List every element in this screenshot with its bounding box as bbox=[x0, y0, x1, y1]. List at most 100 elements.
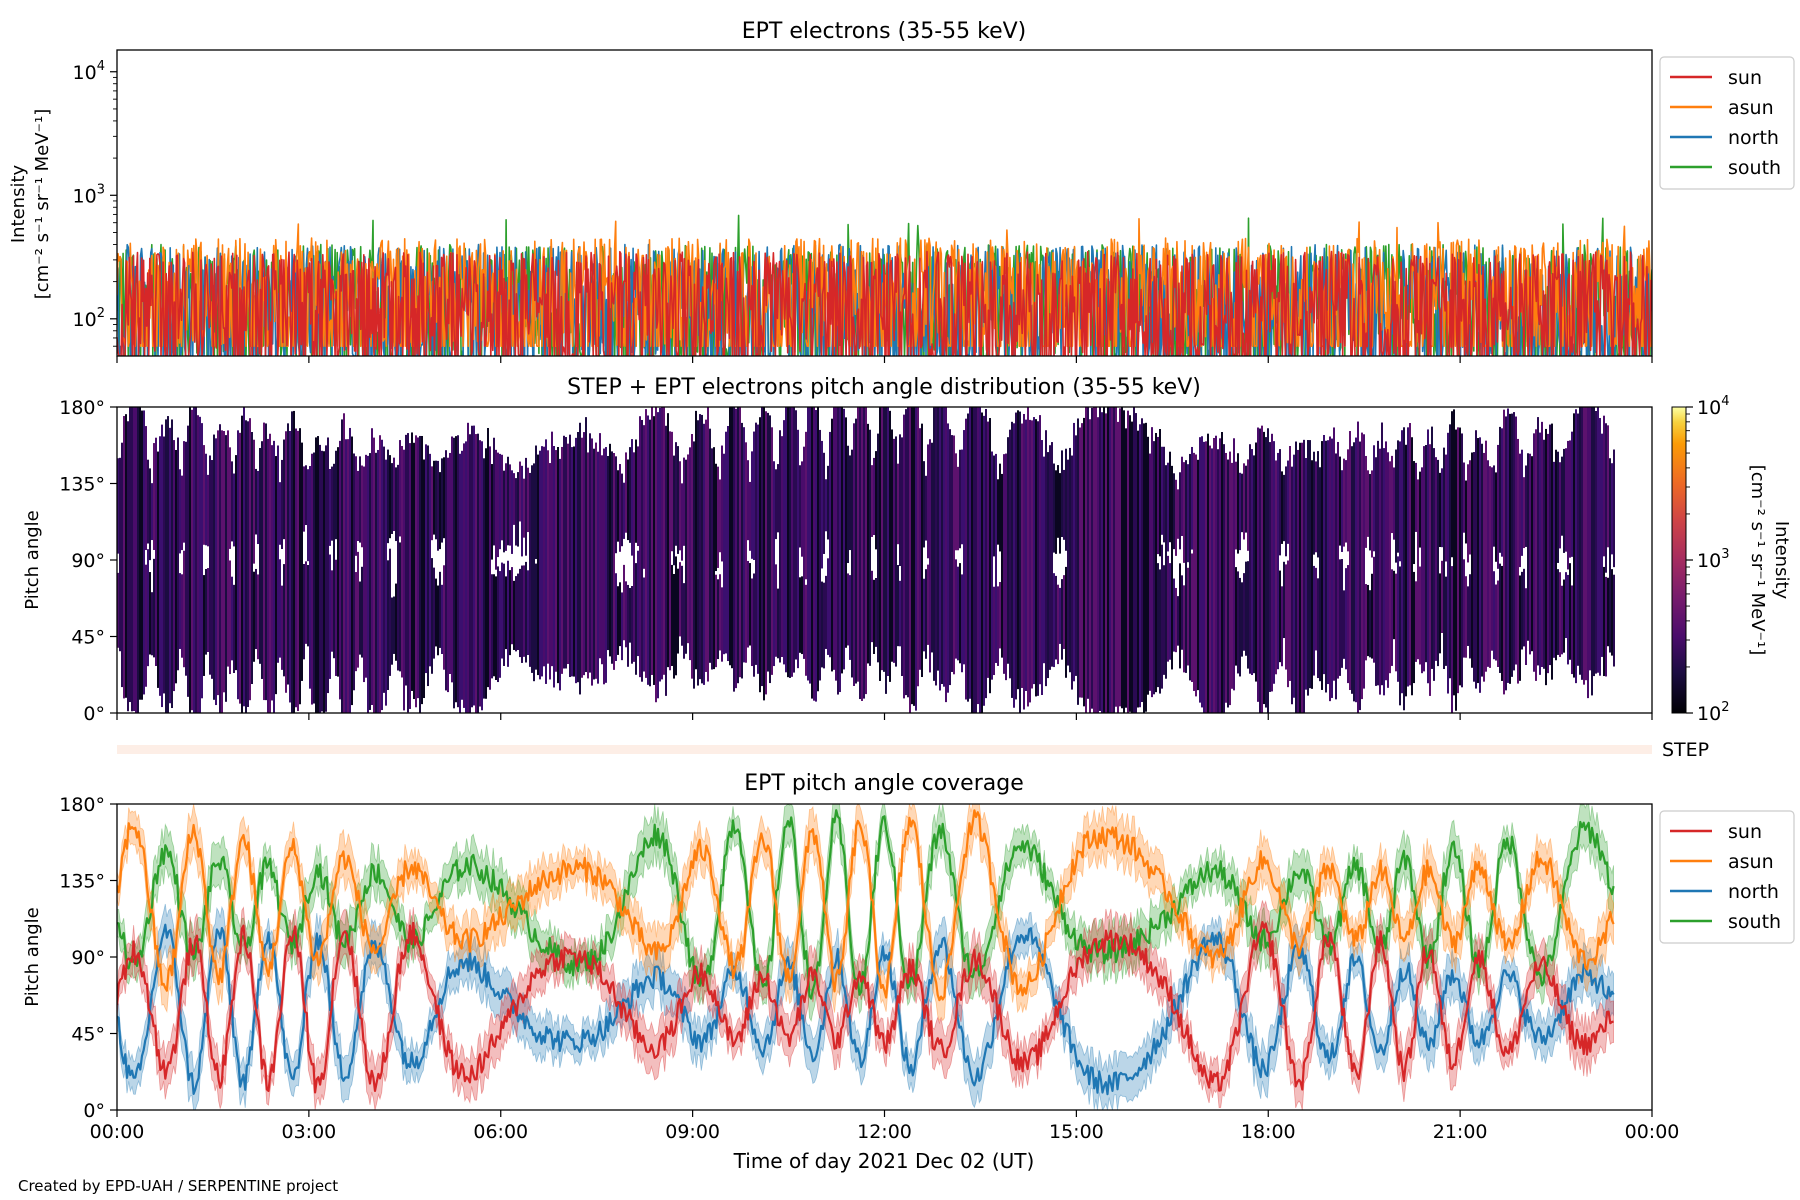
intensity-plot-area bbox=[117, 214, 1652, 356]
pad-cell bbox=[643, 425, 645, 569]
pad-cell bbox=[635, 563, 637, 675]
pad-cell bbox=[737, 407, 739, 684]
pad-cell bbox=[821, 581, 823, 668]
pad-cell bbox=[465, 441, 467, 713]
pad-cell bbox=[709, 428, 711, 663]
pad-cell bbox=[311, 453, 313, 705]
pad-ytick-label: 90° bbox=[71, 550, 105, 572]
pad-cell bbox=[625, 581, 627, 648]
pad-cell bbox=[1083, 417, 1085, 707]
coverage-xtick-label: 03:00 bbox=[281, 1121, 336, 1143]
pad-cell bbox=[1591, 407, 1593, 696]
pad-cell bbox=[1557, 569, 1559, 655]
pad-cell bbox=[463, 443, 465, 708]
pad-cell bbox=[1459, 427, 1461, 686]
pad-cell bbox=[1215, 435, 1217, 713]
pad-cell bbox=[383, 446, 385, 693]
pad-cell bbox=[241, 415, 243, 713]
pad-cell bbox=[1347, 449, 1349, 552]
pad-cell bbox=[893, 438, 895, 663]
pad-cell bbox=[1271, 433, 1273, 692]
pad-cell bbox=[1235, 567, 1237, 666]
pad-cell bbox=[1451, 566, 1453, 713]
pad-cell bbox=[805, 431, 807, 580]
pad-cell bbox=[469, 434, 471, 713]
pad-cell bbox=[1253, 455, 1255, 674]
pad-cell bbox=[789, 407, 791, 678]
pad-cell bbox=[675, 442, 677, 546]
coverage-line-sun bbox=[117, 921, 1614, 1094]
pad-cell bbox=[229, 560, 231, 675]
pad-cell bbox=[257, 574, 259, 660]
coverage-ytick-label: 45° bbox=[71, 1024, 105, 1046]
pad-cell bbox=[1535, 429, 1537, 681]
pad-cell bbox=[1169, 563, 1171, 660]
pad-cell bbox=[151, 483, 153, 541]
pad-cell bbox=[1593, 407, 1595, 677]
pad-cell bbox=[889, 410, 891, 682]
pad-cell bbox=[677, 446, 679, 554]
pad-cell bbox=[1349, 431, 1351, 691]
pad-cell bbox=[649, 419, 651, 687]
pad-cell bbox=[387, 560, 389, 691]
pad-cell bbox=[475, 434, 477, 713]
pad-cell bbox=[1485, 440, 1487, 672]
pad-cell bbox=[1031, 420, 1033, 689]
pad-cell bbox=[1137, 430, 1139, 708]
coverage-panel: EPT pitch angle coverage 0° 45° 90° 135° 180… bbox=[22, 771, 1795, 1173]
pad-cell bbox=[1189, 453, 1191, 681]
pad-cell bbox=[513, 473, 515, 525]
pad-cell bbox=[1397, 440, 1399, 553]
pad-cell bbox=[1019, 411, 1021, 713]
pad-cell bbox=[1537, 417, 1539, 666]
pad-cell bbox=[1179, 472, 1181, 550]
pad-cell bbox=[1131, 421, 1133, 713]
pad-cell bbox=[1181, 456, 1183, 536]
pad-cell bbox=[1201, 436, 1203, 708]
pad-cell bbox=[763, 407, 765, 701]
pad-cell bbox=[755, 422, 757, 665]
pad-cell bbox=[431, 558, 433, 674]
pad-cell bbox=[1445, 576, 1447, 666]
pad-cell bbox=[963, 430, 965, 665]
pad-cell bbox=[791, 407, 793, 677]
pad-cell bbox=[1439, 472, 1441, 548]
pad-cell bbox=[1495, 472, 1497, 562]
pad-cell bbox=[795, 410, 797, 660]
pad-cell bbox=[1523, 477, 1525, 549]
pad-cell bbox=[1493, 571, 1495, 660]
pad-cell bbox=[621, 592, 623, 661]
pad-cell bbox=[1043, 456, 1045, 664]
pad-cell bbox=[1045, 430, 1047, 687]
intensity-x-ticks bbox=[116, 356, 1653, 363]
pad-cell bbox=[853, 423, 855, 686]
pad-cell bbox=[1049, 445, 1051, 670]
pad-cell bbox=[1057, 465, 1059, 538]
pad-cell bbox=[1103, 407, 1105, 713]
pad-cell bbox=[491, 574, 493, 679]
pad-cell bbox=[1607, 577, 1609, 647]
pad-cell bbox=[351, 436, 353, 706]
pad-cell bbox=[1207, 433, 1209, 713]
pad-cell bbox=[1393, 467, 1395, 540]
pad-cell bbox=[1183, 585, 1185, 673]
pad-cell bbox=[289, 430, 291, 703]
pad-cell bbox=[1437, 459, 1439, 667]
pad-cell bbox=[1141, 418, 1143, 703]
pad-cell bbox=[1101, 412, 1103, 713]
pad-cell bbox=[799, 577, 801, 653]
coverage-legend-label-sun: sun bbox=[1728, 821, 1762, 843]
pad-cell bbox=[1033, 417, 1035, 685]
pad-cell bbox=[1277, 452, 1279, 670]
pad-ylabel: Pitch angle bbox=[22, 510, 43, 609]
pad-cell bbox=[1399, 566, 1401, 706]
pad-cell bbox=[197, 415, 199, 713]
pad-cell bbox=[1145, 422, 1147, 712]
pad-cell bbox=[1511, 413, 1513, 677]
pad-cell bbox=[1223, 444, 1225, 713]
pad-cell bbox=[387, 449, 389, 544]
pad-cell bbox=[1489, 466, 1491, 668]
coverage-xtick-label: 12:00 bbox=[857, 1121, 912, 1143]
pad-cell bbox=[617, 586, 619, 655]
pad-cell bbox=[1071, 455, 1073, 690]
